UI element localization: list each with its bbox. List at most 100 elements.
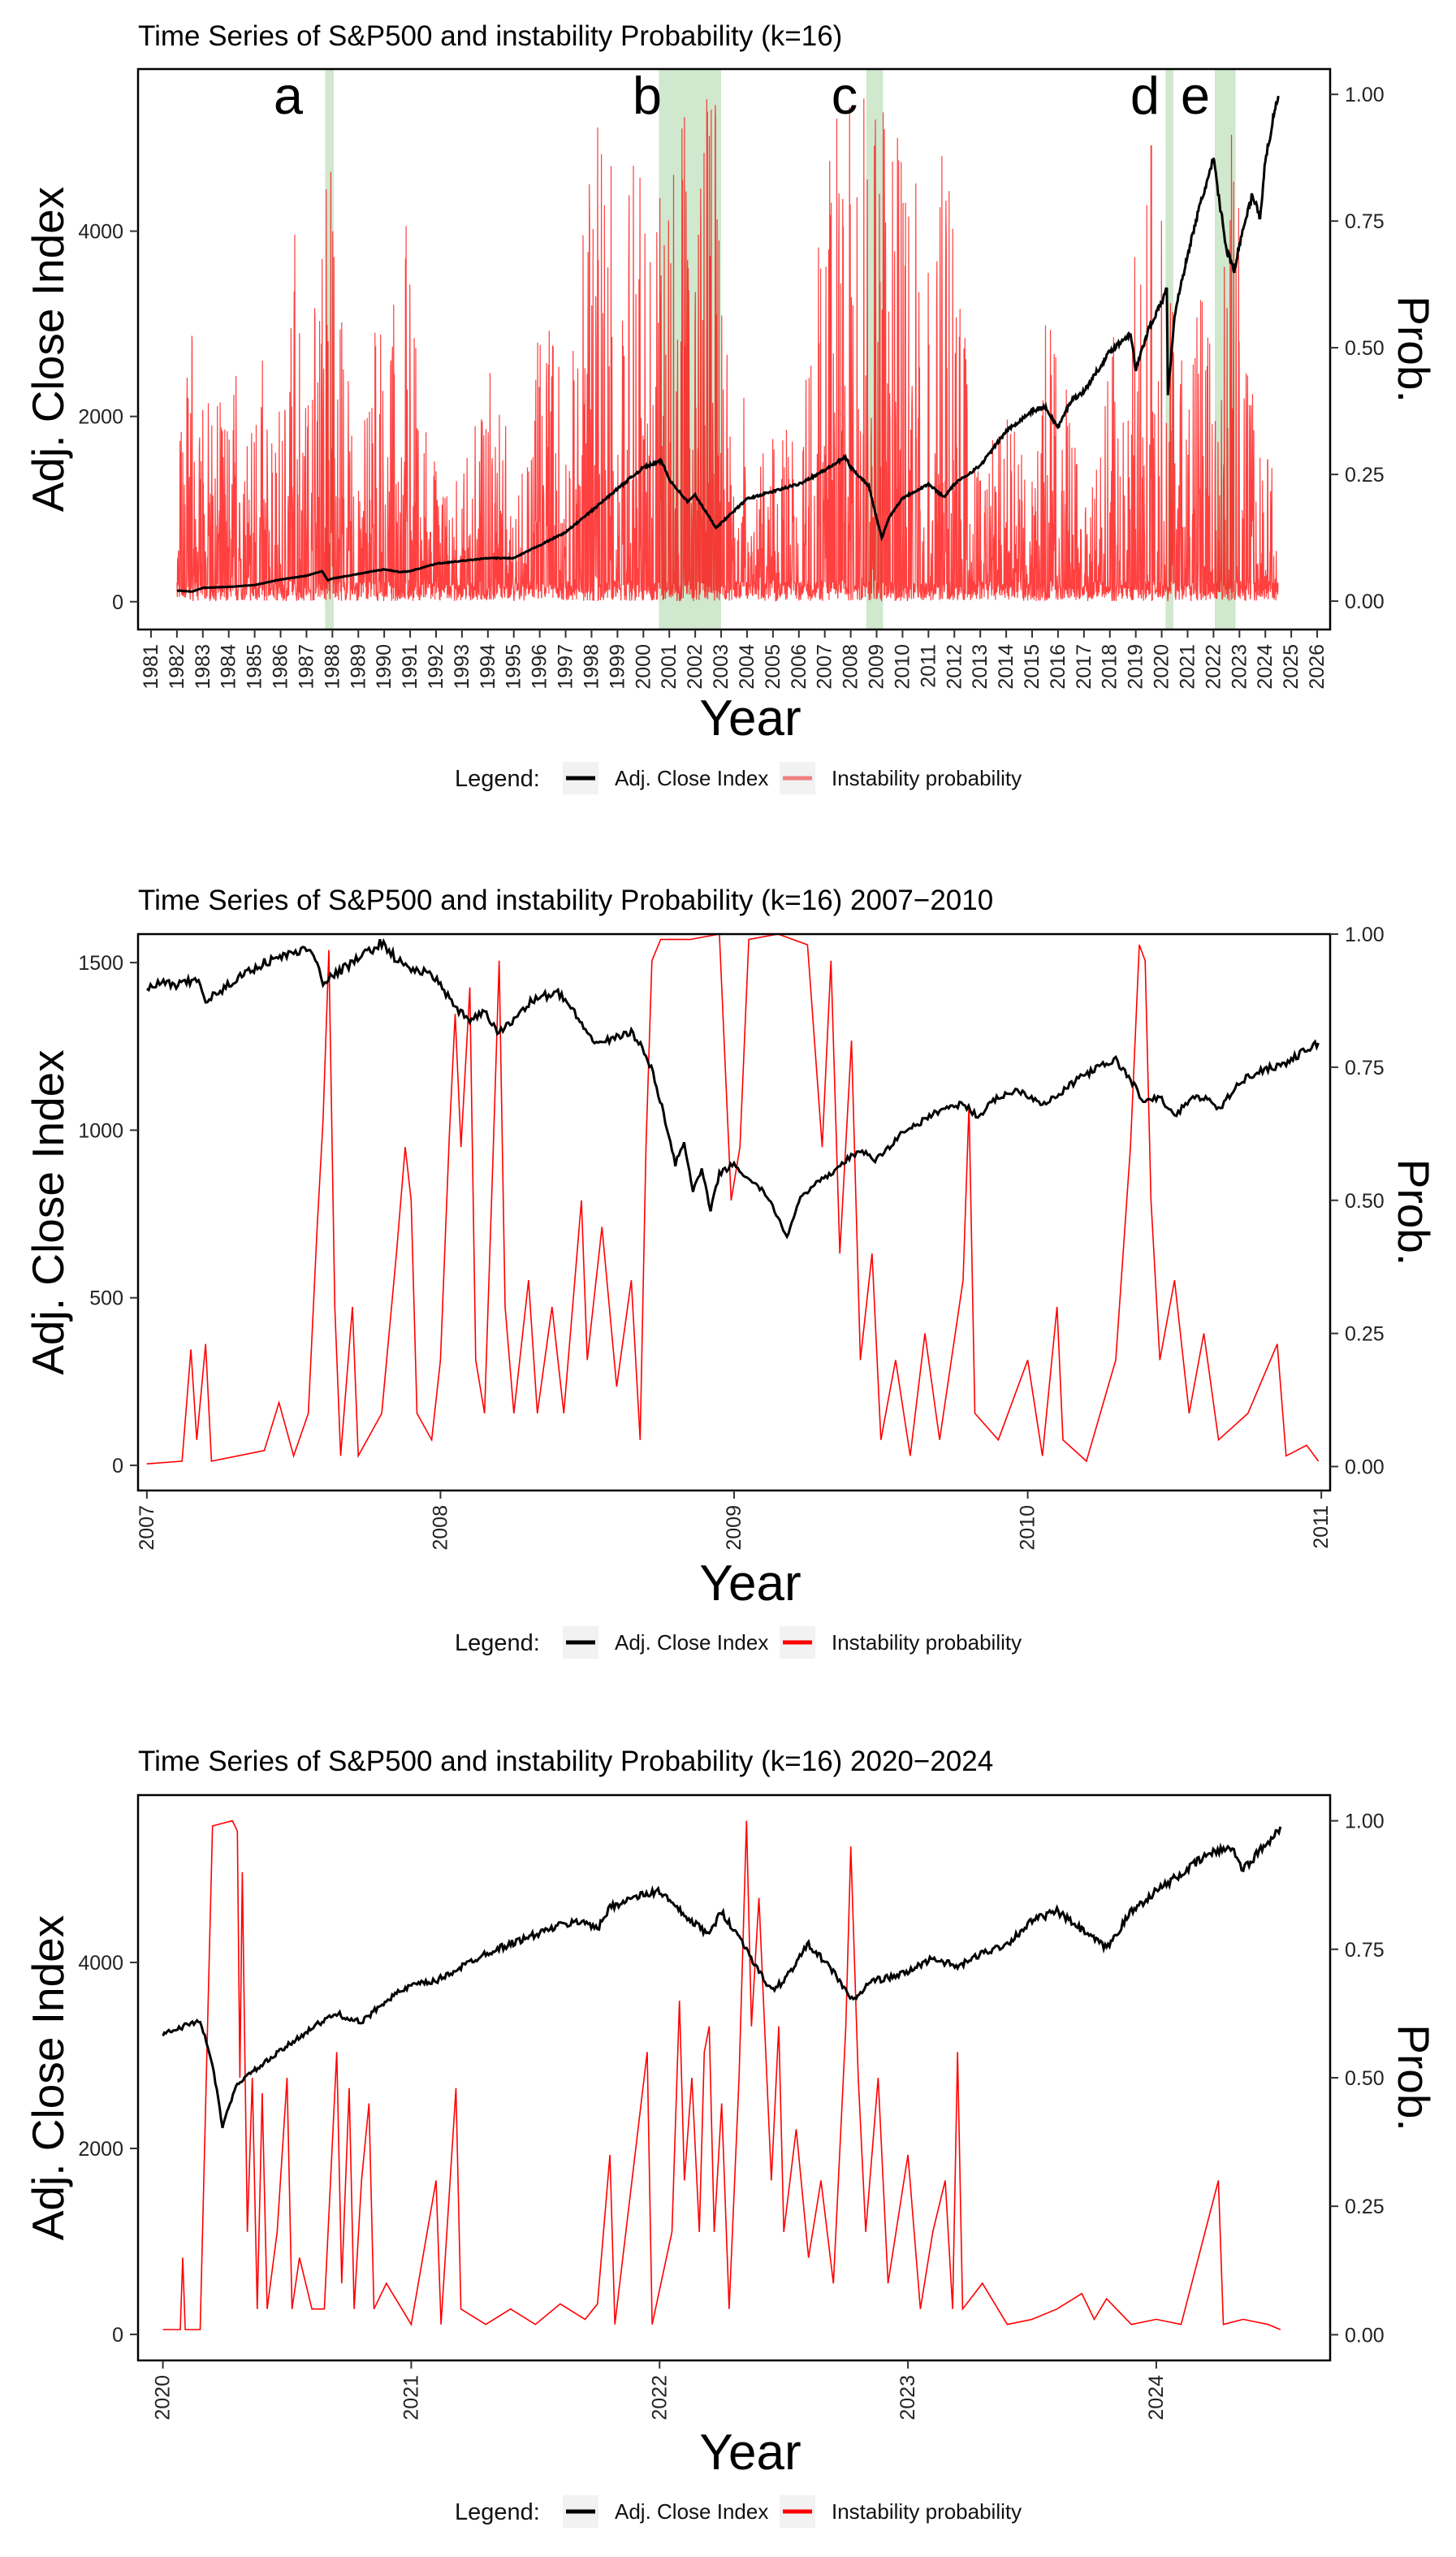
x-tick-label: 2002 (684, 644, 706, 690)
x-tick-label: 1985 (244, 644, 266, 690)
chart-title: Time Series of S&P500 and instability Pr… (138, 885, 993, 916)
x-tick-label: 1991 (399, 644, 421, 690)
plot-frame (136, 67, 1332, 631)
x-tick-label: 1982 (166, 644, 188, 690)
x-tick-label: 1988 (321, 644, 343, 690)
y-tick-label: 2000 (78, 406, 123, 429)
y2-tick-label: 0.00 (1345, 1456, 1385, 1479)
event-label-e: e (1181, 66, 1210, 125)
x-tick-label: 2010 (1017, 1505, 1039, 1551)
y-axis-title: Adj. Close Index (23, 187, 73, 513)
series-line-instability-probability (162, 1819, 1281, 2330)
y2-tick-label: 0.00 (1345, 2324, 1385, 2347)
chart-title: Time Series of S&P500 and instability Pr… (138, 1746, 993, 1777)
chart-panel-full: Time Series of S&P500 and instability Pr… (0, 0, 1456, 812)
y-tick-label: 2000 (78, 2138, 123, 2161)
series-line-adj-close-index (176, 95, 1280, 593)
chart-svg: Time Series of S&P500 and instability Pr… (23, 885, 1439, 1659)
x-tick-label: 1998 (580, 644, 603, 690)
plot-frame (136, 1793, 1332, 2362)
legend-heading: Legend: (455, 766, 540, 792)
legend-heading: Legend: (455, 1630, 540, 1656)
y2-tick-label: 0.50 (1345, 1190, 1385, 1213)
x-tick-label: 1981 (140, 644, 162, 690)
legend-label-0: Adj. Close Index (615, 1630, 768, 1655)
chart-panel-2007-2010: Time Series of S&P500 and instability Pr… (0, 869, 1456, 1681)
x-tick-label: 2019 (1125, 644, 1147, 690)
plot-area (162, 1819, 1282, 2330)
event-label-c: c (832, 66, 858, 125)
x-tick-label: 2025 (1280, 644, 1303, 690)
event-label-a: a (274, 66, 304, 125)
y-tick-label: 0 (112, 1455, 123, 1478)
y2-axis-title: Prob. (1389, 2024, 1439, 2131)
x-tick-label: 1984 (218, 644, 240, 690)
x-tick-label: 2013 (969, 644, 992, 690)
x-tick-label: 2022 (648, 2375, 671, 2421)
y2-axis-title: Prob. (1389, 296, 1439, 402)
x-tick-label: 2014 (995, 644, 1017, 690)
x-tick-label: 2009 (866, 644, 888, 690)
x-tick-label: 1997 (555, 644, 577, 690)
chart-svg: Time Series of S&P500 and instability Pr… (23, 20, 1439, 794)
x-tick-label: 2023 (896, 2375, 919, 2421)
x-tick-label: 2024 (1145, 2375, 1168, 2421)
legend-heading: Legend: (455, 2499, 540, 2525)
y2-tick-label: 0.00 (1345, 591, 1385, 613)
highlight-region-d (1165, 69, 1173, 630)
series-line-instability-probability (146, 934, 1320, 1465)
x-tick-label: 2008 (429, 1505, 451, 1551)
x-tick-label: 2001 (658, 644, 680, 690)
x-tick-label: 1987 (295, 644, 318, 690)
y2-tick-label: 0.50 (1345, 337, 1385, 360)
x-tick-label: 1995 (503, 644, 525, 690)
y-tick-label: 0 (112, 2324, 123, 2347)
event-label-d: d (1130, 66, 1160, 125)
chart-title: Time Series of S&P500 and instability Pr… (138, 20, 842, 52)
x-tick-label: 2003 (710, 644, 732, 690)
x-tick-label: 2026 (1306, 644, 1329, 690)
y-tick-label: 1000 (78, 1119, 123, 1142)
y2-tick-label: 0.25 (1345, 464, 1385, 487)
x-tick-label: 2010 (891, 644, 914, 690)
x-tick-label: 2005 (762, 644, 784, 690)
legend-label-1: Instability probability (832, 1630, 1022, 1655)
y-tick-label: 4000 (78, 221, 123, 244)
y-axis-title: Adj. Close Index (23, 1049, 73, 1375)
x-tick-label: 2021 (400, 2375, 422, 2421)
x-tick-label: 2015 (1021, 644, 1043, 690)
y2-tick-label: 0.25 (1345, 1323, 1385, 1346)
x-tick-label: 1994 (477, 644, 499, 690)
y2-tick-label: 0.75 (1345, 1057, 1385, 1079)
x-tick-label: 1983 (192, 644, 214, 690)
legend-label-0: Adj. Close Index (615, 2499, 768, 2524)
y2-tick-label: 1.00 (1345, 1811, 1385, 1833)
x-tick-label: 2004 (736, 644, 758, 690)
x-tick-label: 2017 (1073, 644, 1095, 690)
x-axis-title: Year (699, 2425, 801, 2481)
x-tick-label: 1989 (347, 644, 369, 690)
x-tick-label: 2000 (632, 644, 655, 690)
x-axis-title: Year (699, 1555, 801, 1612)
y-tick-label: 1500 (78, 952, 123, 975)
y2-tick-label: 0.75 (1345, 210, 1385, 233)
x-tick-label: 2018 (1099, 644, 1121, 690)
x-tick-label: 2006 (788, 644, 810, 690)
highlight-region-a (325, 69, 334, 630)
legend-label-0: Adj. Close Index (615, 766, 768, 790)
x-tick-label: 1990 (373, 644, 395, 690)
x-tick-label: 2008 (840, 644, 862, 690)
legend-label-1: Instability probability (832, 2499, 1022, 2524)
x-tick-label: 2007 (136, 1505, 158, 1551)
y2-tick-label: 1.00 (1345, 84, 1385, 106)
series-line-adj-close-index (162, 1826, 1282, 2129)
chart-svg: Time Series of S&P500 and instability Pr… (23, 1746, 1439, 2528)
x-tick-label: 1999 (606, 644, 629, 690)
chart-panel-2020-2024: Time Series of S&P500 and instability Pr… (0, 1730, 1456, 2557)
legend-label-1: Instability probability (832, 766, 1022, 790)
y2-tick-label: 0.75 (1345, 1939, 1385, 1962)
plot-area (176, 95, 1280, 602)
y-axis-title: Adj. Close Index (23, 1915, 73, 2241)
x-tick-label: 2009 (723, 1505, 745, 1551)
x-tick-label: 1986 (270, 644, 292, 690)
